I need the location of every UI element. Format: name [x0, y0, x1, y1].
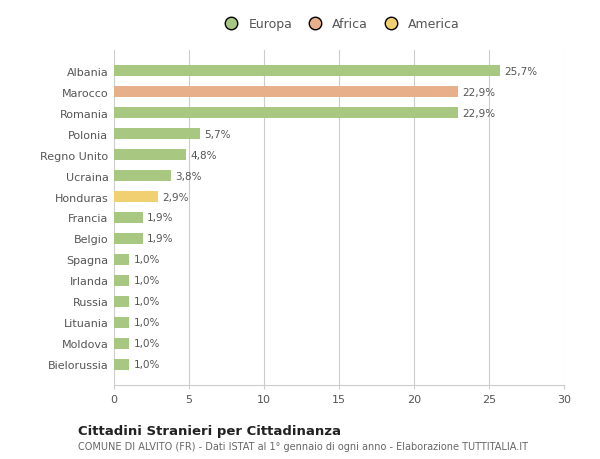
- Bar: [114, 107, 458, 119]
- Text: 4,8%: 4,8%: [191, 150, 217, 160]
- Text: 1,9%: 1,9%: [147, 213, 173, 223]
- Bar: [114, 129, 199, 140]
- Text: 1,0%: 1,0%: [133, 276, 160, 286]
- Text: 3,8%: 3,8%: [176, 171, 202, 181]
- Text: 1,0%: 1,0%: [133, 318, 160, 328]
- Text: COMUNE DI ALVITO (FR) - Dati ISTAT al 1° gennaio di ogni anno - Elaborazione TUT: COMUNE DI ALVITO (FR) - Dati ISTAT al 1°…: [78, 441, 528, 451]
- Text: 1,0%: 1,0%: [133, 339, 160, 349]
- Text: 1,0%: 1,0%: [133, 255, 160, 265]
- Text: 25,7%: 25,7%: [504, 67, 537, 77]
- Text: 22,9%: 22,9%: [462, 108, 495, 118]
- Bar: [114, 296, 129, 308]
- Legend: Europa, Africa, America: Europa, Africa, America: [213, 13, 465, 36]
- Text: 22,9%: 22,9%: [462, 87, 495, 97]
- Text: 1,0%: 1,0%: [133, 359, 160, 369]
- Bar: [114, 212, 143, 224]
- Bar: [114, 317, 129, 329]
- Bar: [114, 87, 458, 98]
- Text: 5,7%: 5,7%: [204, 129, 230, 139]
- Bar: [114, 150, 186, 161]
- Bar: [114, 359, 129, 370]
- Bar: [114, 275, 129, 286]
- Text: 2,9%: 2,9%: [162, 192, 188, 202]
- Bar: [114, 170, 171, 182]
- Bar: [114, 233, 143, 245]
- Bar: [114, 338, 129, 349]
- Bar: [114, 254, 129, 266]
- Bar: [114, 191, 157, 203]
- Text: Cittadini Stranieri per Cittadinanza: Cittadini Stranieri per Cittadinanza: [78, 424, 341, 437]
- Bar: [114, 66, 499, 77]
- Text: 1,9%: 1,9%: [147, 234, 173, 244]
- Text: 1,0%: 1,0%: [133, 297, 160, 307]
